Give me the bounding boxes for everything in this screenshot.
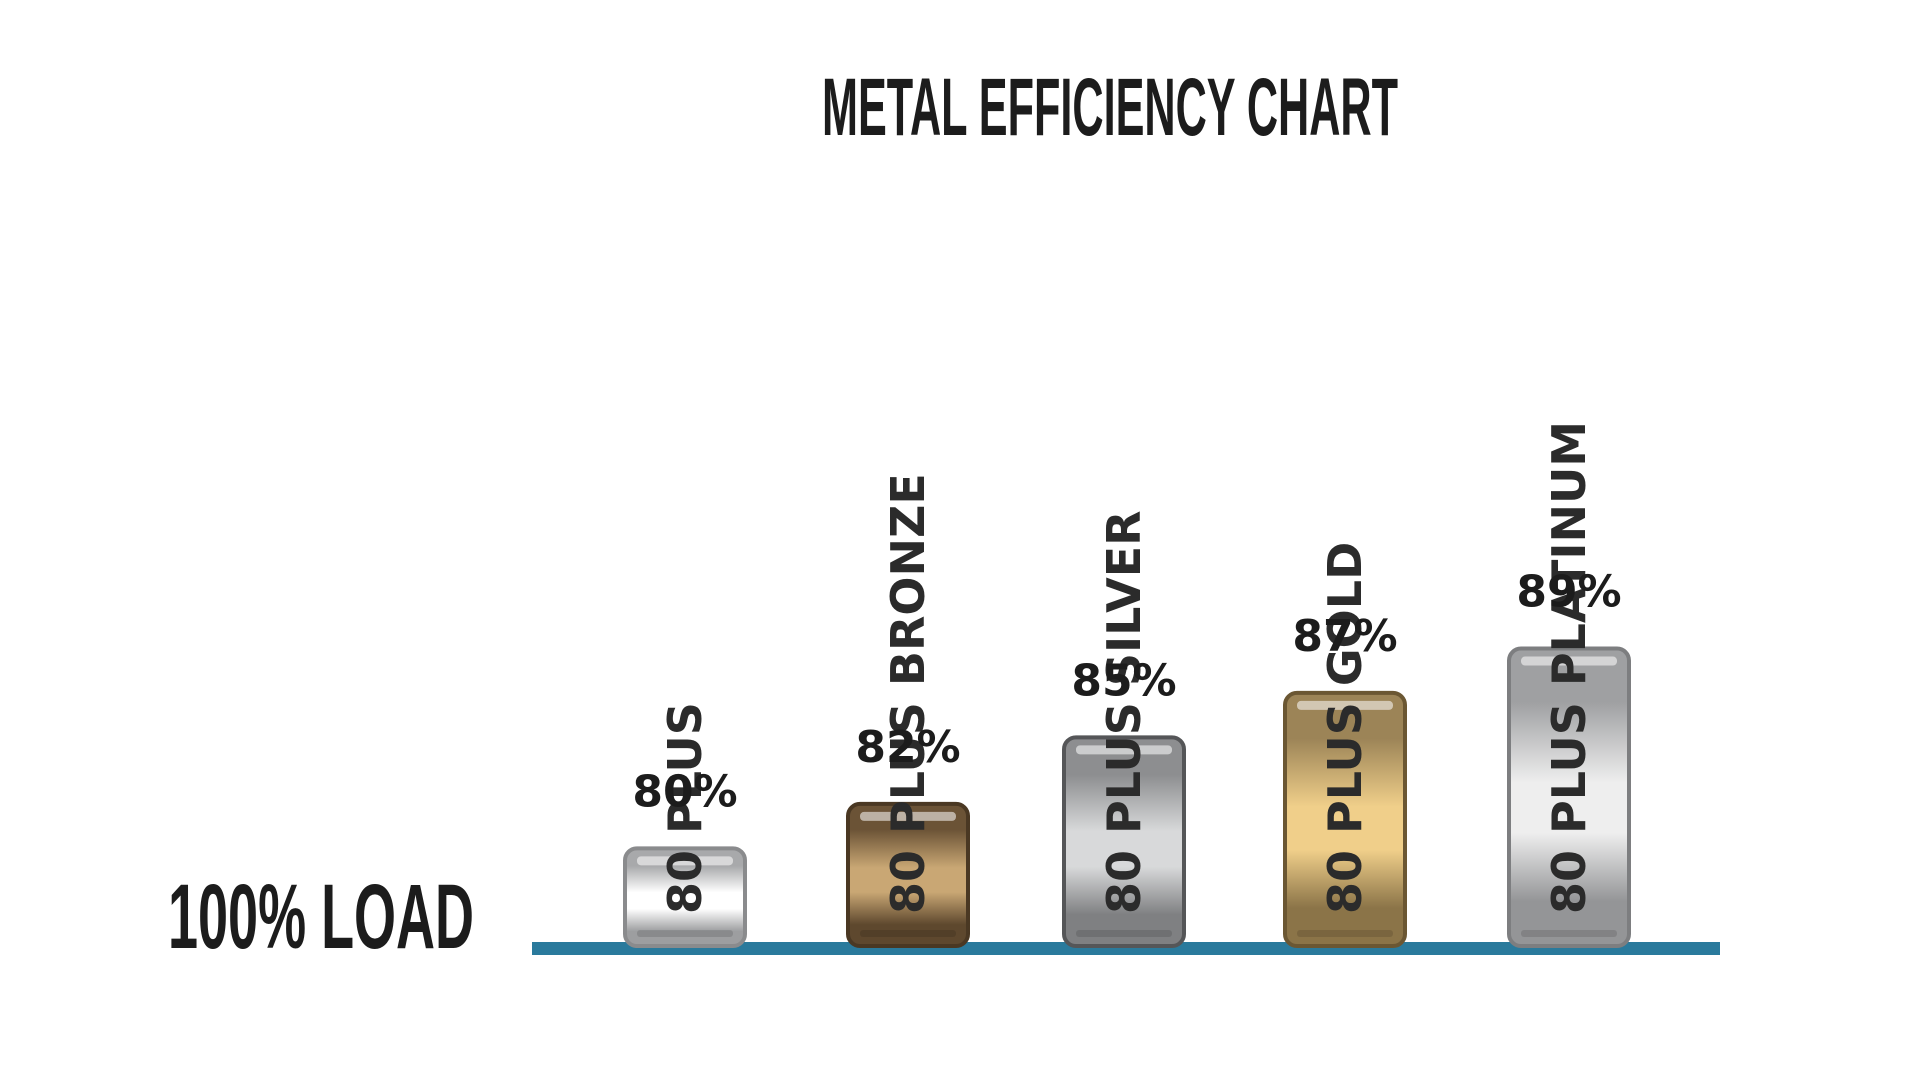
- bar: [1062, 735, 1186, 948]
- bar-highlight: [1521, 656, 1617, 666]
- bar-highlight: [1076, 745, 1172, 755]
- bar-shade: [1521, 930, 1617, 937]
- bar-value-label: 89%: [1516, 567, 1621, 618]
- bar-category-label: 80 PLUS SILVER: [1097, 510, 1151, 914]
- bar-value-label: 80%: [632, 766, 737, 817]
- axis-label-load: 100% LOAD: [168, 866, 474, 968]
- bar-category-label: 80 PLUS: [658, 702, 712, 914]
- bar-category-label: 80 PLUS GOLD: [1318, 542, 1372, 914]
- bar: [623, 846, 747, 949]
- bar-shade: [1297, 930, 1393, 937]
- chart-title: METAL EFFICIENCY CHART: [822, 62, 1398, 153]
- bar-value-label: 87%: [1292, 611, 1397, 662]
- bar: [1283, 690, 1407, 948]
- bar: [1507, 646, 1631, 949]
- bar-highlight: [637, 856, 733, 866]
- bar-value-label: 82%: [855, 722, 960, 773]
- baseline: [532, 942, 1720, 955]
- bar-highlight: [1297, 700, 1393, 710]
- bar-shade: [637, 930, 733, 937]
- bar-shade: [1076, 930, 1172, 937]
- bar-shade: [860, 930, 956, 937]
- bar-highlight: [860, 811, 956, 821]
- bar-category-label: 80 PLUS BRONZE: [881, 473, 935, 914]
- bar-category-label: 80 PLUS PLATINUM: [1542, 421, 1596, 914]
- bar-value-label: 85%: [1071, 655, 1176, 706]
- bar: [846, 801, 970, 948]
